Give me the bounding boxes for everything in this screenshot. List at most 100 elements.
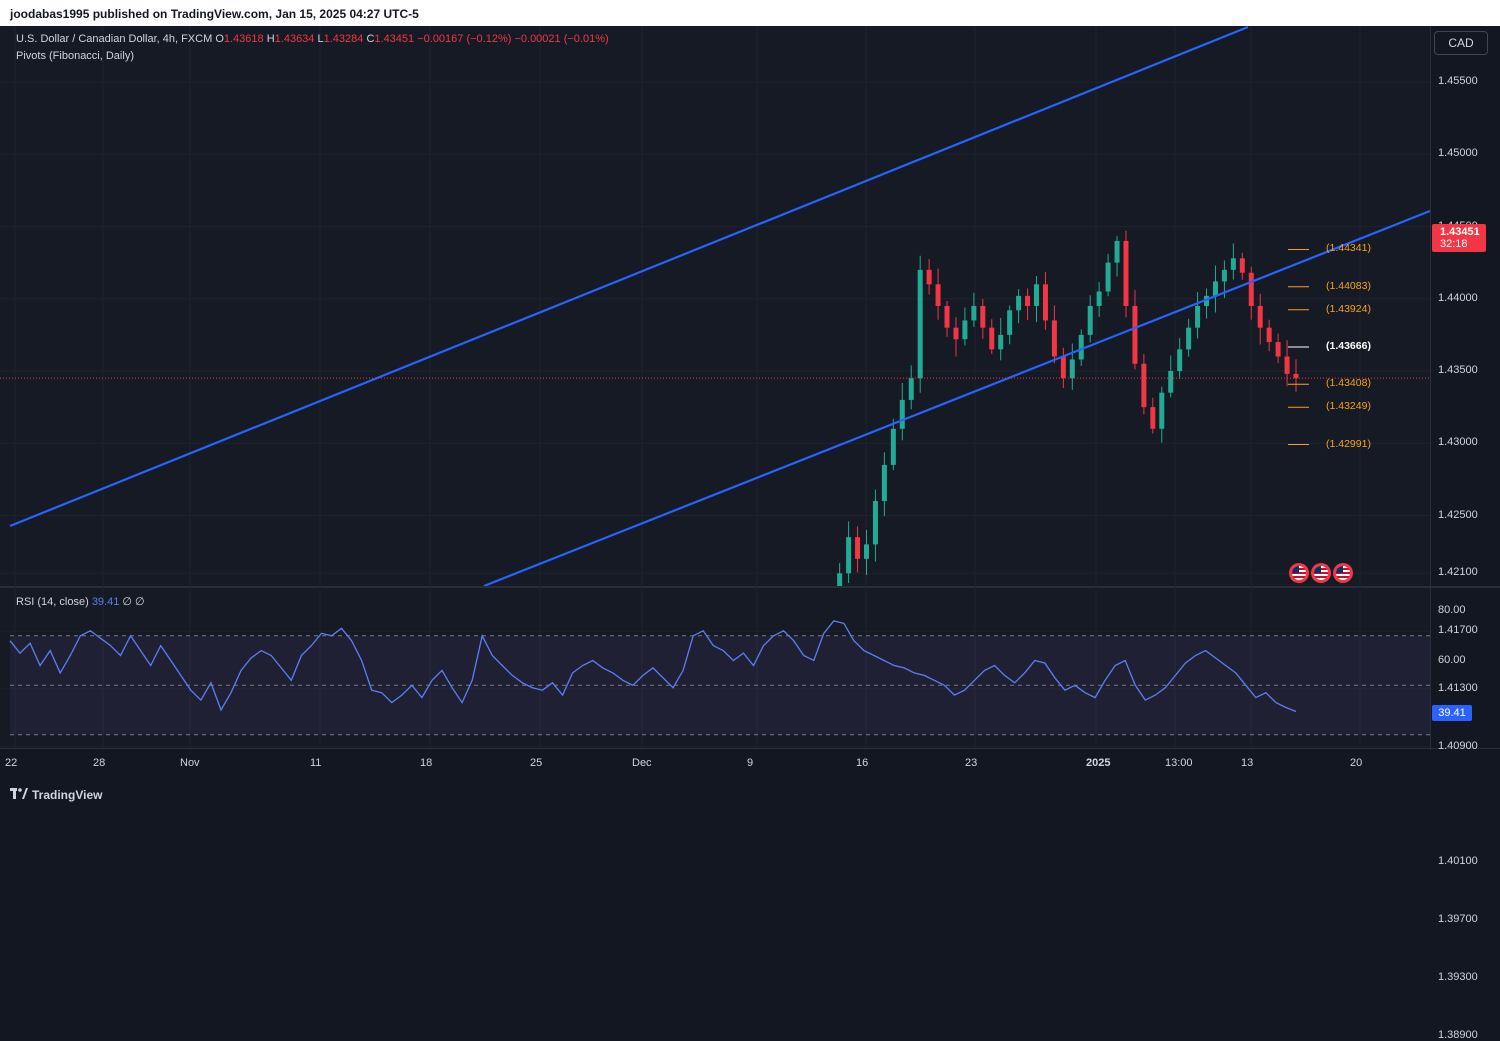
pivot-label: (1.44341) bbox=[1326, 242, 1371, 255]
rsi-title: RSI (14, close) bbox=[16, 596, 89, 608]
candle-body bbox=[935, 284, 941, 306]
pane-separator[interactable] bbox=[0, 586, 1500, 588]
time-tick-label: Dec bbox=[632, 757, 652, 769]
candle-body bbox=[998, 334, 1004, 350]
candle-body bbox=[1230, 258, 1236, 270]
price-tick-label: 1.40100 bbox=[1438, 855, 1478, 868]
us-flag-event-icon[interactable] bbox=[1289, 563, 1309, 583]
symbol-legend[interactable]: U.S. Dollar / Canadian Dollar, 4h, FXCM … bbox=[16, 33, 609, 45]
publisher-text: joodabas1995 published on TradingView.co… bbox=[10, 7, 419, 21]
candle-body bbox=[1221, 269, 1227, 282]
candle-body bbox=[872, 501, 878, 545]
candle-body bbox=[899, 399, 905, 429]
price-tick-label: 1.42500 bbox=[1438, 508, 1478, 521]
change-value-2: −0.00021 (−0.01%) bbox=[514, 33, 609, 45]
pivot-label: (1.43666) bbox=[1326, 340, 1371, 352]
time-tick-label: 16 bbox=[856, 757, 869, 769]
high-value: 1.43634 bbox=[274, 33, 315, 45]
time-tick-label: 25 bbox=[530, 757, 543, 769]
time-tick-label: 22 bbox=[5, 757, 18, 769]
symbol-title: U.S. Dollar / Canadian Dollar, 4h, FXCM bbox=[16, 33, 213, 45]
candle-body bbox=[1123, 240, 1129, 306]
time-tick-label: 13:00 bbox=[1165, 757, 1193, 769]
rsi-tick-label: 60.00 bbox=[1438, 653, 1466, 666]
candle-body bbox=[1042, 284, 1048, 321]
candle-body bbox=[1105, 262, 1111, 292]
candle-body bbox=[1284, 356, 1290, 374]
low-label: L bbox=[317, 33, 324, 45]
candle-body bbox=[1204, 295, 1210, 306]
candle-body bbox=[881, 464, 887, 502]
price-tick-label: 1.41700 bbox=[1438, 624, 1478, 637]
candle-body bbox=[1248, 272, 1254, 306]
tradingview-logo-icon bbox=[10, 788, 28, 799]
candles-group bbox=[408, 230, 1299, 775]
rsi-value-tag: 39.41 bbox=[1432, 705, 1472, 721]
candle-body bbox=[837, 573, 843, 586]
rsi-extra: ∅ ∅ bbox=[122, 596, 145, 608]
candle-body bbox=[1293, 373, 1299, 379]
candle-body bbox=[917, 269, 923, 379]
footer-brand: TradingView bbox=[32, 788, 103, 802]
currency-button[interactable]: CAD bbox=[1434, 31, 1488, 55]
time-tick-label: 13 bbox=[1241, 757, 1254, 769]
price-axis-separator bbox=[1430, 26, 1431, 750]
candle-body bbox=[801, 617, 806, 624]
candle-body bbox=[1141, 363, 1147, 408]
candle-body bbox=[1132, 305, 1138, 364]
candle-body bbox=[1087, 305, 1093, 335]
time-axis-separator bbox=[0, 748, 1500, 749]
high-label: H bbox=[266, 33, 275, 45]
candle-body bbox=[1114, 240, 1120, 263]
publisher-bar: joodabas1995 published on TradingView.co… bbox=[0, 0, 1500, 26]
pivot-label: (1.43408) bbox=[1326, 377, 1371, 390]
price-tick-label: 1.41300 bbox=[1438, 681, 1478, 694]
us-flag-event-icon[interactable] bbox=[1333, 563, 1353, 583]
rsi-band bbox=[10, 635, 1430, 735]
candle-body bbox=[855, 537, 861, 559]
candle-body bbox=[1150, 407, 1156, 429]
time-tick-label: 11 bbox=[310, 757, 322, 769]
pivot-label: (1.44083) bbox=[1326, 279, 1371, 292]
candle-body bbox=[971, 305, 977, 321]
low-value: 1.43284 bbox=[323, 33, 364, 45]
candle-body bbox=[1034, 284, 1040, 306]
bar-countdown: 32:18 bbox=[1440, 238, 1468, 250]
channel-line-upper bbox=[9, 26, 1249, 528]
price-tick-label: 1.40900 bbox=[1438, 739, 1478, 752]
time-tick-label: 23 bbox=[965, 757, 978, 769]
price-tick-label: 1.39300 bbox=[1438, 970, 1478, 983]
candle-body bbox=[1266, 327, 1272, 343]
rsi-pane[interactable] bbox=[0, 588, 1430, 748]
candle-body bbox=[408, 739, 413, 772]
candle-body bbox=[1016, 295, 1022, 311]
close-value: 1.43451 bbox=[374, 33, 415, 45]
candle-body bbox=[1096, 291, 1102, 306]
candle-body bbox=[989, 327, 995, 350]
price-tick-label: 1.44000 bbox=[1438, 291, 1478, 304]
candle-body bbox=[1051, 320, 1057, 357]
candle-body bbox=[1212, 281, 1218, 296]
candle-body bbox=[1168, 371, 1174, 393]
rsi-legend[interactable]: RSI (14, close) 39.41 ∅ ∅ bbox=[16, 595, 145, 608]
candle-body bbox=[980, 305, 986, 328]
price-tick-label: 1.43500 bbox=[1438, 364, 1478, 376]
candle-body bbox=[685, 761, 690, 768]
indicator-legend[interactable]: Pivots (Fibonacci, Daily) bbox=[16, 50, 134, 62]
price-tick-label: 1.45000 bbox=[1438, 147, 1478, 160]
candle-body bbox=[1159, 392, 1165, 429]
change-value: −0.00167 (−0.12%) bbox=[417, 33, 512, 45]
time-tick-label: Nov bbox=[180, 757, 200, 769]
candle-body bbox=[944, 305, 950, 328]
candle-body bbox=[694, 761, 699, 775]
candle-body bbox=[1069, 359, 1075, 379]
rsi-line bbox=[9, 620, 1297, 713]
pivot-label: (1.43249) bbox=[1326, 400, 1371, 413]
candle-body bbox=[1025, 295, 1031, 306]
candle-body bbox=[962, 320, 968, 340]
us-flag-event-icon[interactable] bbox=[1311, 563, 1331, 583]
candle-body bbox=[863, 544, 869, 559]
price-tick-label: 1.38900 bbox=[1438, 1028, 1478, 1041]
candle-body bbox=[846, 537, 852, 574]
candle-body bbox=[953, 327, 959, 340]
